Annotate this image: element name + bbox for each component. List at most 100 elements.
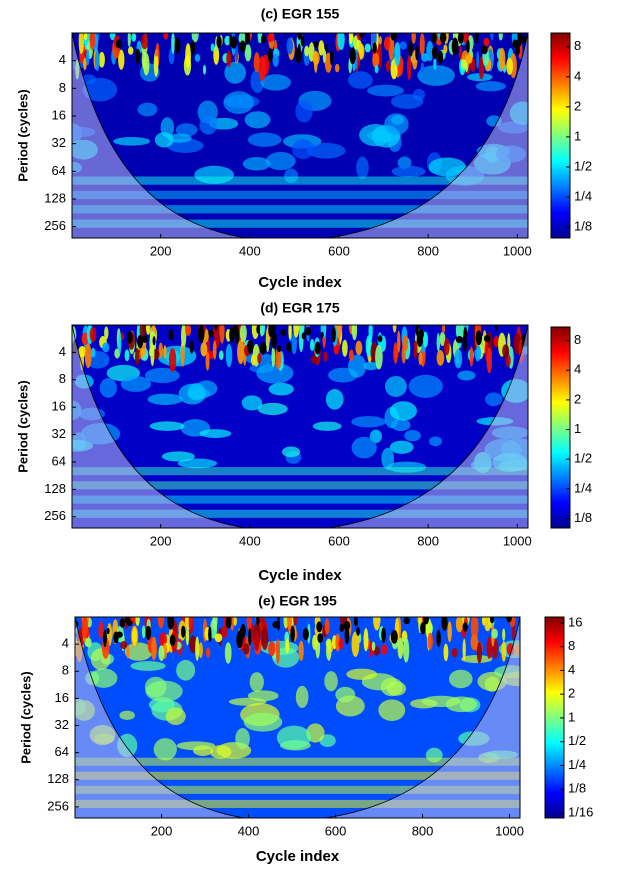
heatmap-blob <box>486 636 493 659</box>
y-tick-label: 64 <box>52 453 66 468</box>
heatmap-blob <box>356 156 369 179</box>
heatmap-contour <box>152 336 156 346</box>
heatmap-contour <box>168 329 174 341</box>
heatmap-contour <box>103 629 107 648</box>
heatmap-blob <box>397 637 404 659</box>
heatmap-band <box>72 219 528 228</box>
heatmap-contour <box>343 620 351 631</box>
heatmap-blob <box>226 50 232 67</box>
heatmap-blob <box>124 349 130 362</box>
heatmap-contour <box>256 617 260 626</box>
heatmap-blob <box>309 338 315 352</box>
heatmap-contour <box>126 619 133 626</box>
heatmap-contour <box>302 627 309 641</box>
heatmap-blob <box>163 345 167 360</box>
colorbar <box>550 32 571 239</box>
y-tick-label: 64 <box>55 744 69 759</box>
heatmap-contour <box>483 334 491 343</box>
heatmap-blob <box>189 635 198 654</box>
heatmap-blob <box>346 668 378 680</box>
colorbar-tick-label: 1 <box>568 709 575 724</box>
heatmap-blob <box>223 91 254 114</box>
heatmap-blob <box>293 325 300 338</box>
heatmap-contour <box>466 39 470 53</box>
heatmap-blob <box>124 642 153 661</box>
y-tick-label: 8 <box>59 371 66 386</box>
heatmap-blob <box>291 139 315 160</box>
heatmap-blob <box>118 332 122 355</box>
heatmap-blob <box>470 617 479 640</box>
heatmap-blob <box>484 676 500 692</box>
heatmap-blob <box>276 725 312 750</box>
heatmap-blob <box>348 33 354 45</box>
heatmap-blob <box>219 325 225 344</box>
heatmap-contour <box>372 42 377 54</box>
heatmap-blob <box>210 43 215 52</box>
x-tick-label: 200 <box>151 823 173 838</box>
heatmap-blob <box>334 63 340 73</box>
heatmap-blob <box>371 641 376 652</box>
colorbar-tick-label: 1/4 <box>568 757 586 772</box>
heatmap-blob <box>257 402 288 416</box>
heatmap-band <box>72 495 528 504</box>
heatmap-blob <box>286 37 293 55</box>
y-axis-label: Period (cycles) <box>15 89 30 182</box>
heatmap-blob <box>253 52 260 73</box>
heatmap-blob <box>158 342 164 359</box>
heatmap-blob <box>455 617 464 633</box>
heatmap-contour <box>356 626 360 636</box>
heatmap-contour <box>300 35 305 47</box>
heatmap-blob <box>312 421 342 431</box>
heatmap-blob <box>466 73 493 82</box>
heatmap-blob <box>322 48 327 64</box>
heatmap-blob <box>153 738 177 761</box>
heatmap-blob <box>358 43 365 60</box>
heatmap-contour <box>353 617 359 627</box>
heatmap-blob <box>367 84 404 97</box>
heatmap-blob <box>386 60 390 73</box>
heatmap-blob <box>469 346 474 367</box>
heatmap-contour <box>390 33 398 41</box>
heatmap-blob <box>104 326 109 340</box>
heatmap-blob <box>84 343 92 369</box>
cone-of-influence-shade <box>72 325 528 528</box>
heatmap-blob <box>78 345 87 358</box>
heatmap-blob <box>267 33 275 42</box>
heatmap-contour <box>494 325 498 332</box>
heatmap-blob <box>135 617 140 627</box>
heatmap-blob <box>451 648 458 658</box>
x-axis-label: Cycle index <box>258 274 342 291</box>
heatmap-contour <box>403 617 411 625</box>
heatmap-blob <box>392 325 397 333</box>
heatmap-blob <box>120 641 128 650</box>
heatmap-contour <box>189 339 194 354</box>
colorbar-tick-label: 4 <box>574 362 581 377</box>
heatmap-blob <box>394 41 401 67</box>
heatmap-blob <box>140 33 149 50</box>
heatmap-contour <box>453 45 457 54</box>
heatmap-contour <box>431 45 438 59</box>
heatmap-blob <box>476 51 480 69</box>
heatmap-contour <box>324 43 328 52</box>
heatmap-blob <box>285 638 290 654</box>
heatmap-blob <box>176 659 196 681</box>
heatmap-blob <box>224 35 231 46</box>
heatmap-blob <box>457 370 476 381</box>
heatmap-blob <box>491 628 498 639</box>
heatmap-blob <box>372 52 380 68</box>
heatmap-contour <box>276 345 282 353</box>
heatmap-blob <box>218 350 224 361</box>
heatmap-contour <box>208 329 214 337</box>
heatmap-contour <box>247 340 254 354</box>
heatmap-blob <box>312 51 320 66</box>
heatmap-blob <box>337 33 345 51</box>
heatmap-contour <box>240 623 246 638</box>
heatmap-blob <box>242 156 271 171</box>
heatmap-blob <box>202 64 207 75</box>
x-tick-label: 600 <box>325 823 347 838</box>
y-tick-label: 256 <box>47 798 69 813</box>
heatmap-blob <box>365 335 372 358</box>
heatmap-contour <box>462 622 468 632</box>
x-tick-label: 800 <box>412 823 434 838</box>
heatmap-blob <box>384 375 407 397</box>
